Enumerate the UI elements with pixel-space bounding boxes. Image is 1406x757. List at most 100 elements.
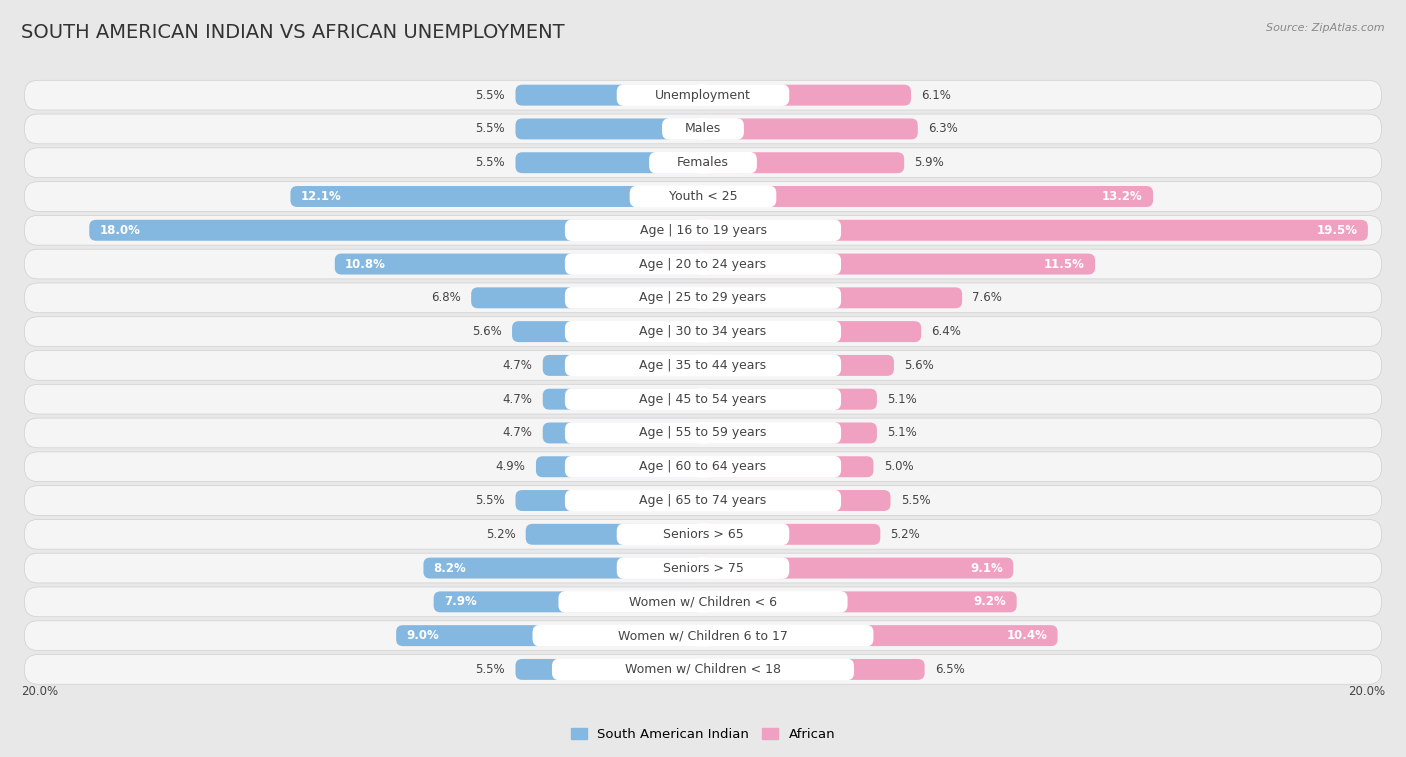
- FancyBboxPatch shape: [565, 220, 841, 241]
- Text: 19.5%: 19.5%: [1316, 224, 1358, 237]
- Text: Age | 20 to 24 years: Age | 20 to 24 years: [640, 257, 766, 270]
- FancyBboxPatch shape: [703, 186, 1153, 207]
- FancyBboxPatch shape: [703, 490, 890, 511]
- Text: Age | 55 to 59 years: Age | 55 to 59 years: [640, 426, 766, 440]
- FancyBboxPatch shape: [703, 220, 1368, 241]
- FancyBboxPatch shape: [703, 591, 1017, 612]
- Text: 4.7%: 4.7%: [503, 426, 533, 440]
- Text: 4.7%: 4.7%: [503, 393, 533, 406]
- FancyBboxPatch shape: [565, 456, 841, 478]
- Text: Women w/ Children < 18: Women w/ Children < 18: [626, 663, 780, 676]
- Text: 5.2%: 5.2%: [485, 528, 516, 540]
- FancyBboxPatch shape: [396, 625, 703, 646]
- FancyBboxPatch shape: [335, 254, 703, 275]
- FancyBboxPatch shape: [565, 321, 841, 342]
- Text: 11.5%: 11.5%: [1045, 257, 1085, 270]
- FancyBboxPatch shape: [617, 84, 789, 106]
- FancyBboxPatch shape: [617, 557, 789, 579]
- FancyBboxPatch shape: [526, 524, 703, 545]
- FancyBboxPatch shape: [516, 152, 703, 173]
- FancyBboxPatch shape: [512, 321, 703, 342]
- Text: 5.1%: 5.1%: [887, 426, 917, 440]
- Text: 5.5%: 5.5%: [475, 156, 505, 170]
- FancyBboxPatch shape: [471, 288, 703, 308]
- FancyBboxPatch shape: [24, 249, 1382, 279]
- Text: Age | 30 to 34 years: Age | 30 to 34 years: [640, 325, 766, 338]
- FancyBboxPatch shape: [558, 591, 848, 612]
- FancyBboxPatch shape: [291, 186, 703, 207]
- Text: 4.7%: 4.7%: [503, 359, 533, 372]
- FancyBboxPatch shape: [24, 385, 1382, 414]
- Text: 5.6%: 5.6%: [904, 359, 934, 372]
- FancyBboxPatch shape: [703, 456, 873, 477]
- FancyBboxPatch shape: [703, 422, 877, 444]
- FancyBboxPatch shape: [703, 254, 1095, 275]
- FancyBboxPatch shape: [24, 80, 1382, 110]
- FancyBboxPatch shape: [536, 456, 703, 477]
- FancyBboxPatch shape: [630, 185, 776, 207]
- FancyBboxPatch shape: [24, 553, 1382, 583]
- Text: 7.9%: 7.9%: [444, 595, 477, 609]
- FancyBboxPatch shape: [617, 524, 789, 545]
- FancyBboxPatch shape: [553, 659, 853, 681]
- FancyBboxPatch shape: [662, 118, 744, 140]
- Text: Males: Males: [685, 123, 721, 136]
- FancyBboxPatch shape: [565, 287, 841, 309]
- Text: 5.9%: 5.9%: [914, 156, 945, 170]
- FancyBboxPatch shape: [703, 524, 880, 545]
- Text: Age | 25 to 29 years: Age | 25 to 29 years: [640, 291, 766, 304]
- FancyBboxPatch shape: [703, 152, 904, 173]
- FancyBboxPatch shape: [24, 283, 1382, 313]
- FancyBboxPatch shape: [703, 85, 911, 106]
- Text: Women w/ Children 6 to 17: Women w/ Children 6 to 17: [619, 629, 787, 642]
- Text: Age | 60 to 64 years: Age | 60 to 64 years: [640, 460, 766, 473]
- Text: 9.0%: 9.0%: [406, 629, 439, 642]
- Text: 5.6%: 5.6%: [472, 325, 502, 338]
- Text: Seniors > 75: Seniors > 75: [662, 562, 744, 575]
- Text: Seniors > 65: Seniors > 65: [662, 528, 744, 540]
- FancyBboxPatch shape: [423, 558, 703, 578]
- Text: 8.2%: 8.2%: [433, 562, 467, 575]
- FancyBboxPatch shape: [703, 558, 1014, 578]
- Text: 9.2%: 9.2%: [974, 595, 1007, 609]
- FancyBboxPatch shape: [565, 388, 841, 410]
- Text: 7.6%: 7.6%: [973, 291, 1002, 304]
- Text: 20.0%: 20.0%: [21, 685, 58, 698]
- Text: 18.0%: 18.0%: [100, 224, 141, 237]
- FancyBboxPatch shape: [24, 621, 1382, 650]
- FancyBboxPatch shape: [703, 625, 1057, 646]
- Text: 13.2%: 13.2%: [1102, 190, 1143, 203]
- Text: 6.8%: 6.8%: [432, 291, 461, 304]
- Text: 5.0%: 5.0%: [884, 460, 914, 473]
- FancyBboxPatch shape: [565, 354, 841, 376]
- FancyBboxPatch shape: [650, 152, 756, 173]
- FancyBboxPatch shape: [24, 316, 1382, 347]
- FancyBboxPatch shape: [703, 288, 962, 308]
- Text: 6.4%: 6.4%: [931, 325, 962, 338]
- FancyBboxPatch shape: [516, 85, 703, 106]
- Text: 6.5%: 6.5%: [935, 663, 965, 676]
- Text: 5.5%: 5.5%: [475, 494, 505, 507]
- FancyBboxPatch shape: [24, 350, 1382, 380]
- Text: 5.5%: 5.5%: [475, 89, 505, 101]
- Text: Source: ZipAtlas.com: Source: ZipAtlas.com: [1267, 23, 1385, 33]
- Text: Unemployment: Unemployment: [655, 89, 751, 101]
- FancyBboxPatch shape: [543, 422, 703, 444]
- Text: 10.4%: 10.4%: [1007, 629, 1047, 642]
- FancyBboxPatch shape: [89, 220, 703, 241]
- FancyBboxPatch shape: [24, 519, 1382, 549]
- FancyBboxPatch shape: [24, 114, 1382, 144]
- FancyBboxPatch shape: [24, 452, 1382, 481]
- FancyBboxPatch shape: [24, 486, 1382, 516]
- Text: 20.0%: 20.0%: [1348, 685, 1385, 698]
- FancyBboxPatch shape: [565, 490, 841, 511]
- FancyBboxPatch shape: [24, 587, 1382, 617]
- Text: 10.8%: 10.8%: [344, 257, 385, 270]
- FancyBboxPatch shape: [516, 659, 703, 680]
- FancyBboxPatch shape: [543, 355, 703, 376]
- FancyBboxPatch shape: [565, 422, 841, 444]
- Legend: South American Indian, African: South American Indian, African: [565, 723, 841, 746]
- FancyBboxPatch shape: [703, 118, 918, 139]
- Text: 6.3%: 6.3%: [928, 123, 957, 136]
- Text: SOUTH AMERICAN INDIAN VS AFRICAN UNEMPLOYMENT: SOUTH AMERICAN INDIAN VS AFRICAN UNEMPLO…: [21, 23, 565, 42]
